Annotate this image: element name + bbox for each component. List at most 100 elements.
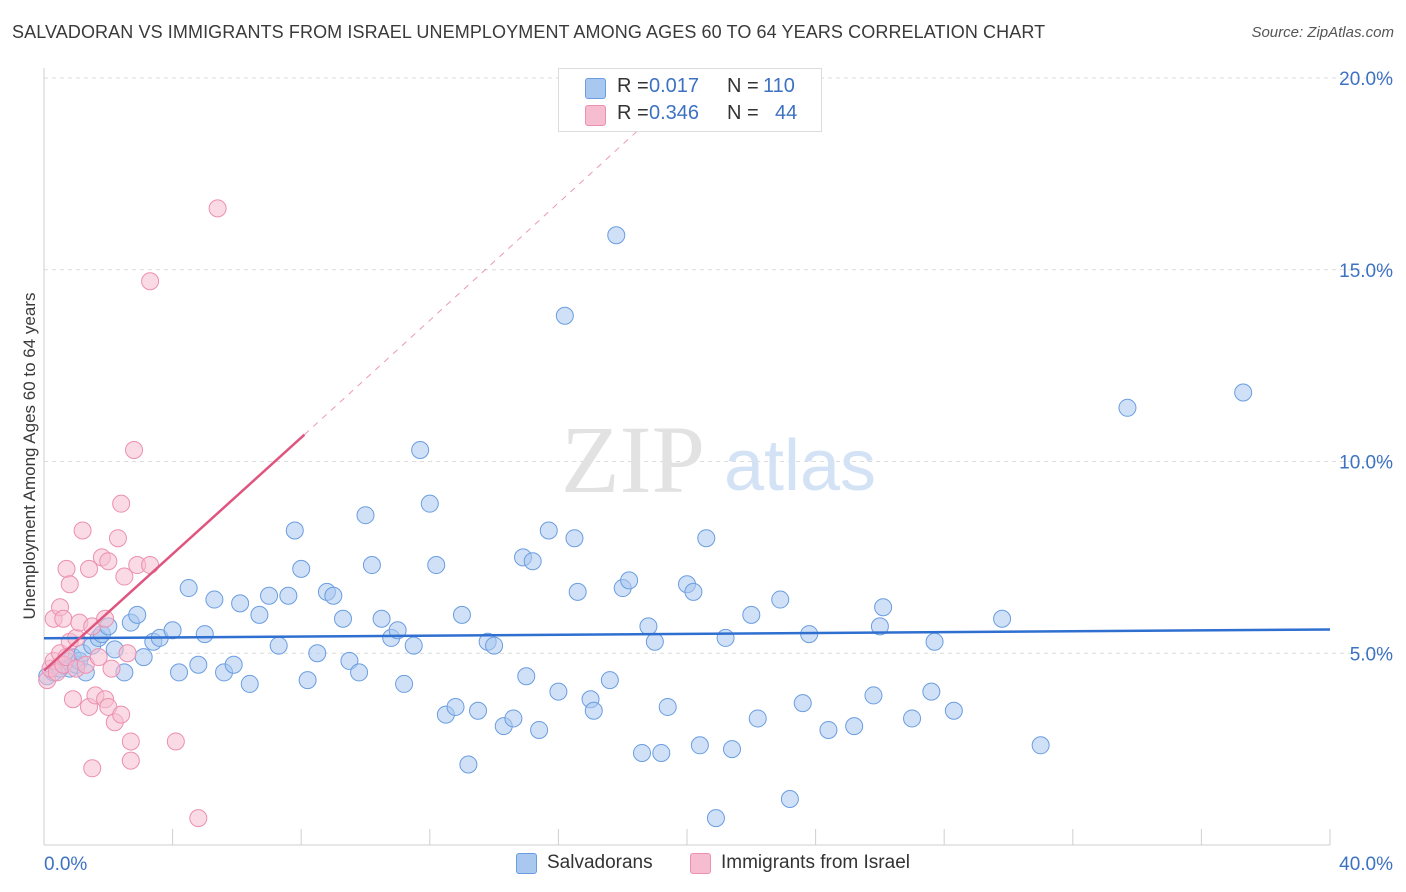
data-point — [324, 586, 343, 605]
data-point — [632, 743, 651, 762]
data-point — [706, 809, 725, 828]
data-point — [925, 632, 944, 651]
data-point — [250, 605, 269, 624]
data-point — [1234, 383, 1253, 402]
data-point — [60, 575, 79, 594]
data-point — [993, 609, 1012, 628]
gridlines — [44, 77, 1395, 654]
data-point — [108, 529, 127, 548]
data-point — [469, 701, 488, 720]
data-point — [279, 586, 298, 605]
legend-n-label: N = — [727, 102, 759, 124]
israel-points — [38, 199, 227, 828]
watermark-zip: ZIP — [561, 406, 705, 513]
trend-lines — [43, 85, 1331, 672]
legend-r-value: 0.017 — [649, 75, 700, 97]
bottom-legend-swatch-blue — [516, 853, 537, 874]
data-point — [121, 751, 140, 770]
bottom-legend-label: Immigrants from Israel — [721, 852, 910, 873]
data-point — [568, 582, 587, 601]
data-point — [80, 559, 99, 578]
watermark-atlas: atlas — [724, 426, 876, 506]
legend-n-label: N = — [727, 75, 759, 97]
y-tick-label: 15.0% — [1339, 261, 1393, 282]
data-point — [292, 559, 311, 578]
data-point — [350, 663, 369, 682]
data-point — [102, 659, 121, 678]
salvadorans-points — [38, 226, 1253, 828]
data-point — [427, 556, 446, 575]
x-tick-label: 40.0% — [1339, 854, 1393, 875]
legend-r-label: R = — [617, 75, 649, 97]
data-point — [308, 644, 327, 663]
y-tick-label: 5.0% — [1350, 644, 1393, 665]
data-point — [690, 736, 709, 755]
data-point — [112, 494, 131, 513]
data-point — [134, 648, 153, 667]
data-point — [170, 663, 189, 682]
data-point — [141, 272, 160, 291]
data-point — [411, 440, 430, 459]
legend-r-value: 0.346 — [649, 102, 700, 124]
data-point — [205, 590, 224, 609]
data-point — [208, 199, 227, 218]
data-point — [224, 655, 243, 674]
data-point — [780, 789, 799, 808]
data-point — [125, 440, 144, 459]
data-point — [372, 609, 391, 628]
data-point — [333, 609, 352, 628]
data-point — [944, 701, 963, 720]
data-point — [539, 521, 558, 540]
data-point — [179, 579, 198, 598]
data-point — [845, 717, 864, 736]
data-point — [452, 605, 471, 624]
trend-line-israel-extension — [304, 85, 688, 436]
bottom-legend-swatch-pink — [690, 853, 711, 874]
data-point — [684, 582, 703, 601]
y-tick-label: 20.0% — [1339, 69, 1393, 90]
data-point — [189, 655, 208, 674]
data-point — [340, 651, 359, 670]
data-point — [523, 552, 542, 571]
data-point — [639, 617, 658, 636]
data-point — [793, 694, 812, 713]
data-point — [99, 552, 118, 571]
data-point — [57, 559, 76, 578]
data-point — [459, 755, 478, 774]
data-point — [723, 740, 742, 759]
watermark: ZIP atlas — [561, 406, 876, 513]
data-point — [864, 686, 883, 705]
legend-swatch-pink — [585, 105, 606, 126]
y-axis-label: Unemployment Among Ages 60 to 64 years — [20, 292, 39, 620]
data-point — [121, 732, 140, 751]
data-point — [658, 697, 677, 716]
data-point — [420, 494, 439, 513]
data-point — [874, 598, 893, 617]
data-point — [620, 571, 639, 590]
data-point — [195, 625, 214, 644]
data-point — [63, 690, 82, 709]
data-point — [530, 720, 549, 739]
data-point — [742, 605, 761, 624]
data-point — [54, 609, 73, 628]
data-point — [356, 506, 375, 525]
source-credit: Source: ZipAtlas.com — [1251, 24, 1394, 41]
data-point — [870, 617, 889, 636]
data-point — [166, 732, 185, 751]
data-point — [697, 529, 716, 548]
data-point — [819, 720, 838, 739]
data-point — [83, 759, 102, 778]
axes — [43, 68, 1331, 846]
data-point — [141, 556, 160, 575]
data-point — [504, 709, 523, 728]
chart-title: SALVADORAN VS IMMIGRANTS FROM ISRAEL UNE… — [12, 22, 1046, 42]
data-point — [231, 594, 250, 613]
data-point — [404, 636, 423, 655]
bottom-legend-label: Salvadorans — [547, 852, 653, 873]
trend-line-israel — [43, 433, 306, 672]
data-point — [565, 529, 584, 548]
data-point — [922, 682, 941, 701]
data-point — [115, 567, 134, 586]
data-point — [118, 644, 137, 663]
